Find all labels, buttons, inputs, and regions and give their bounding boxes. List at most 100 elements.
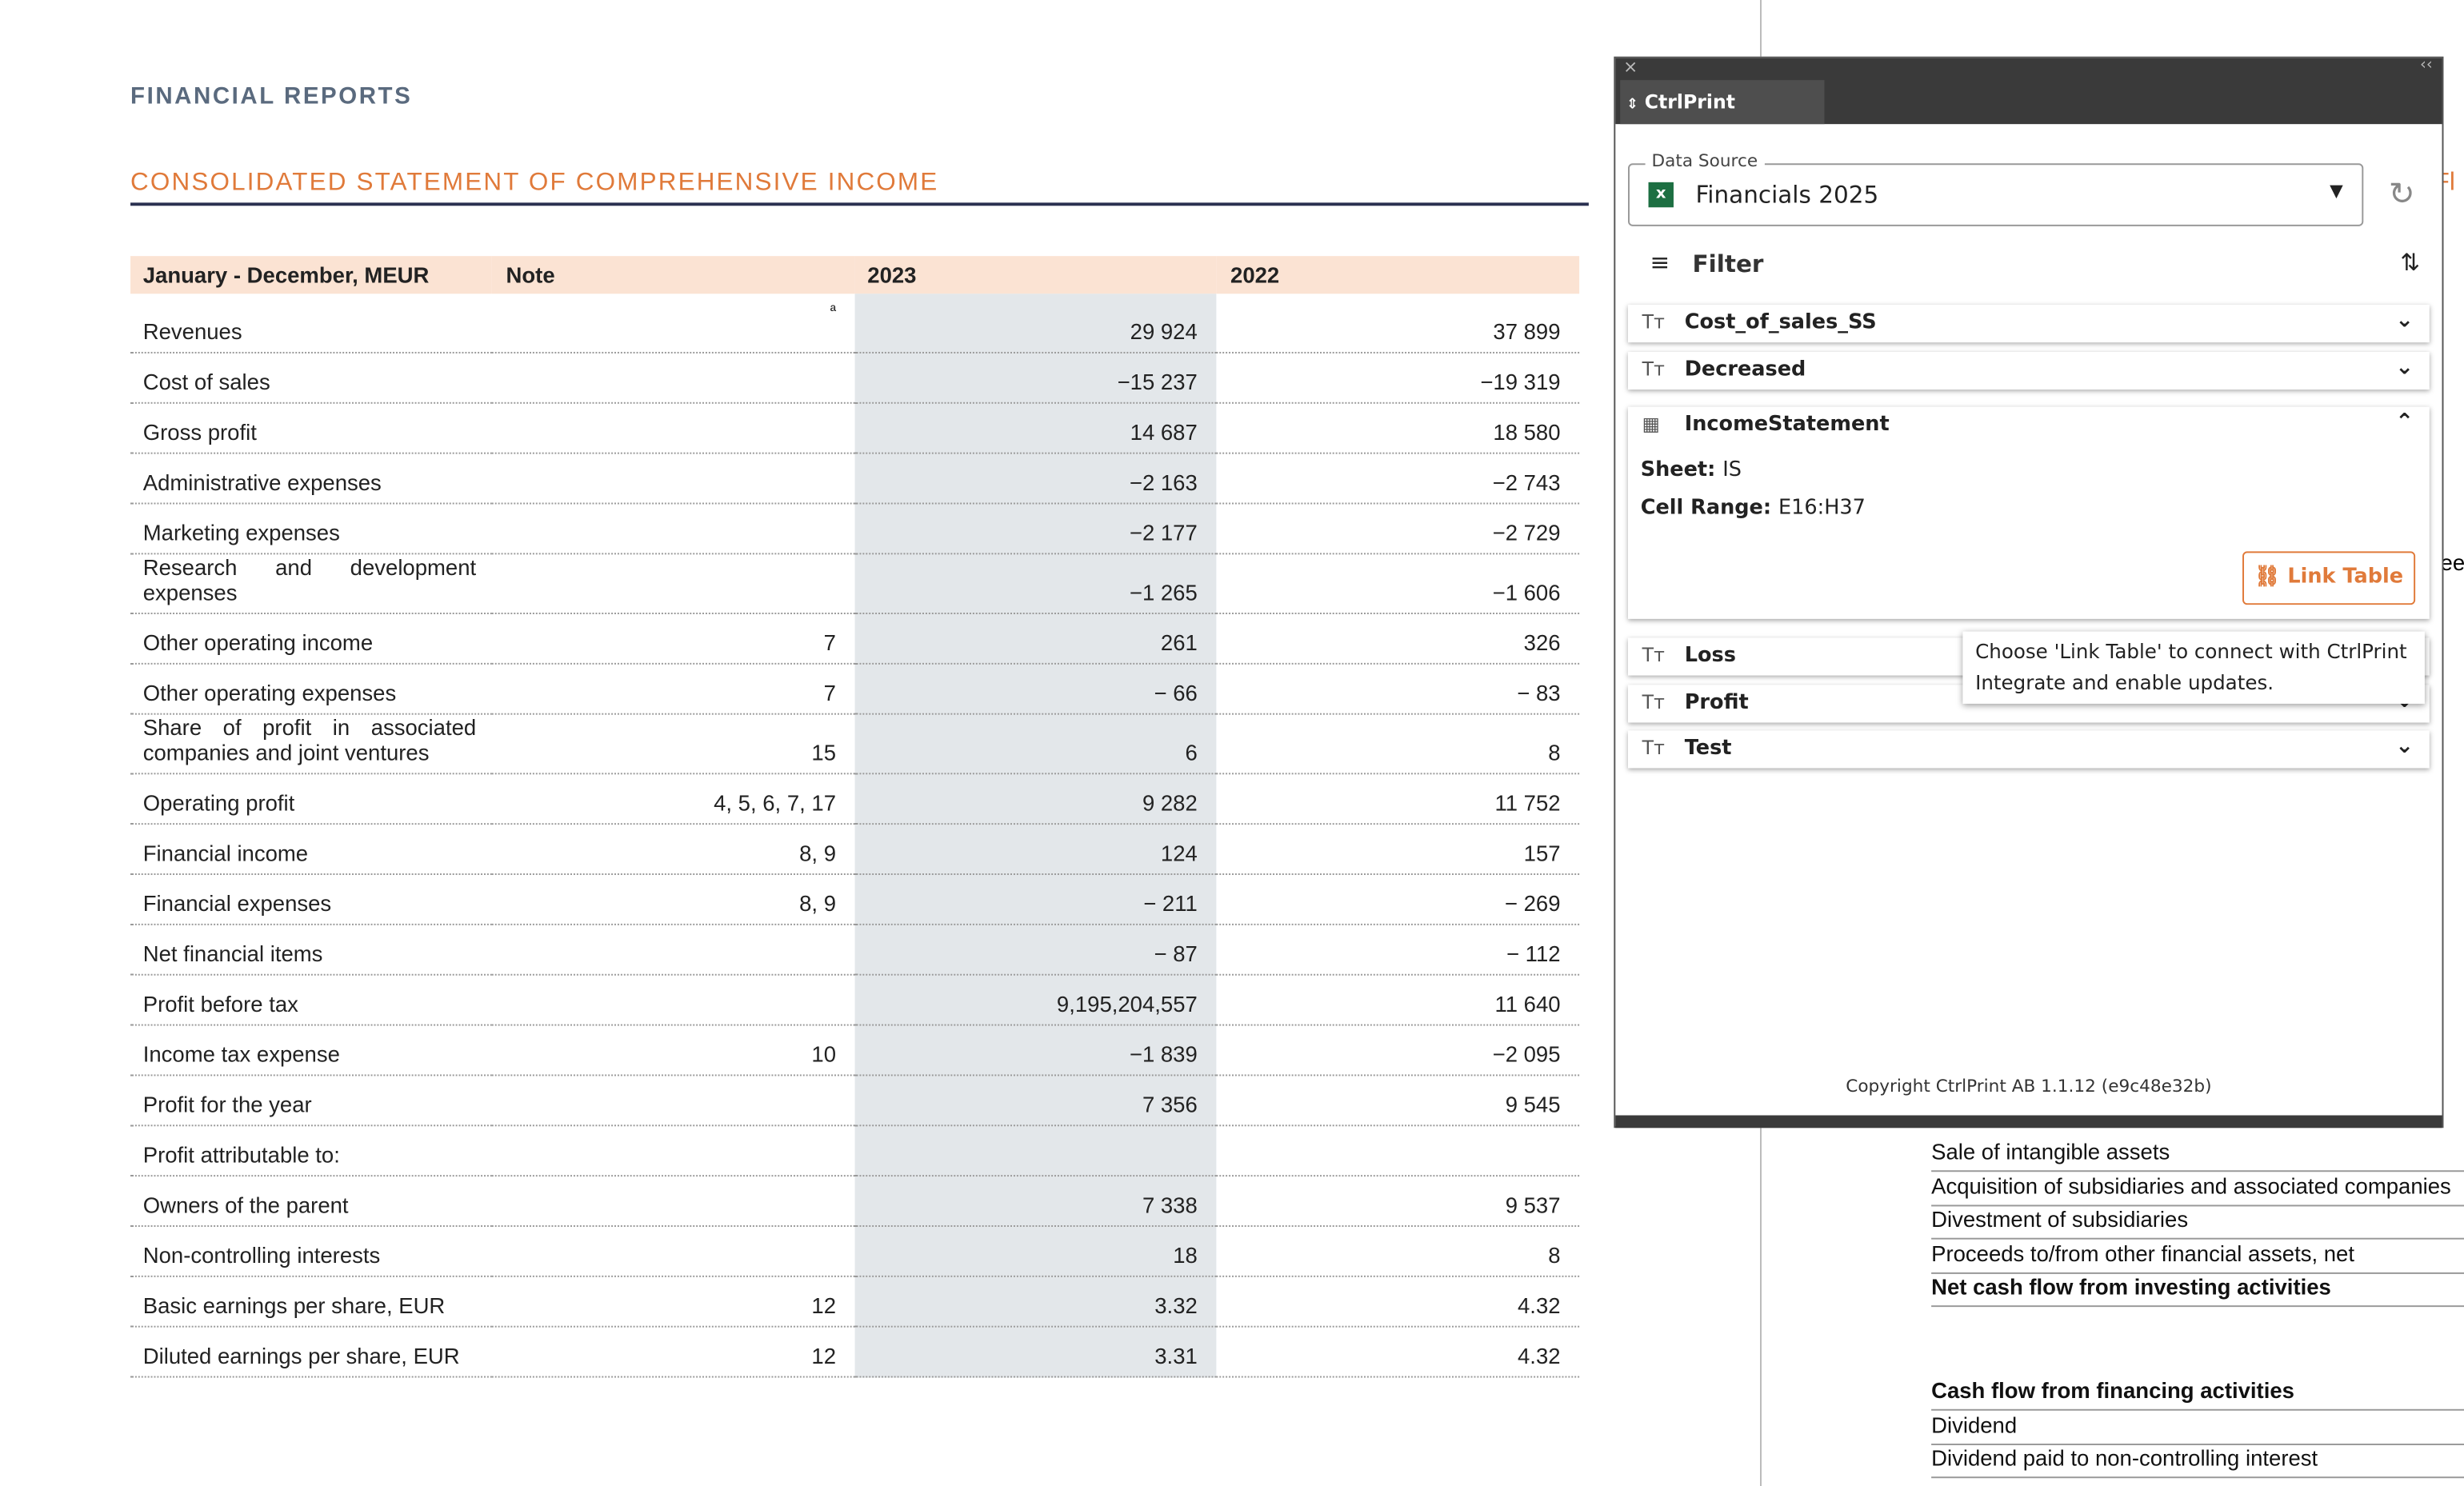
- cell: [491, 974, 855, 1026]
- cell: [491, 1075, 855, 1127]
- table-row: Basic earnings per share, EUR 12 3.32 4.32: [130, 1276, 1580, 1328]
- cell: 7 356: [854, 1075, 1217, 1127]
- text-icon: Tт: [1642, 690, 1665, 713]
- cell: [491, 924, 855, 976]
- column-header: Note: [491, 256, 855, 294]
- filter-icon: ≡: [1650, 248, 1670, 277]
- cell: 8: [1216, 1225, 1580, 1277]
- cell: 326: [1216, 613, 1580, 665]
- text-icon: Tт: [1642, 644, 1665, 666]
- row-label: Financial income: [130, 824, 492, 876]
- sheet-label: Sheet:: [1640, 458, 1716, 482]
- excel-icon: x: [1648, 182, 1674, 208]
- cell: − 211: [854, 874, 1217, 925]
- table-row: Net financial items − 87− 112: [130, 924, 1580, 976]
- table-row: Share of profit in associated companies …: [130, 713, 1580, 775]
- table-row: Profit for the year 7 356 9 545: [130, 1075, 1580, 1127]
- cell: −2 163: [854, 453, 1217, 505]
- row-label: Net financial items: [130, 924, 492, 976]
- text-icon: Tт: [1642, 310, 1665, 334]
- data-source-select[interactable]: Data Source x Financials 2025 ▼: [1628, 150, 2364, 226]
- table-row: Financial expenses 8, 9− 211− 269: [130, 874, 1580, 925]
- row-label: Gross profit: [130, 402, 492, 454]
- cell: −1 265: [854, 553, 1217, 614]
- item-name[interactable]: Decreased: [1684, 358, 1806, 382]
- table-row: Research and development expenses −1 265−…: [130, 553, 1580, 614]
- dropdown-arrow: ▼: [2330, 180, 2343, 202]
- cell: 15: [491, 713, 855, 775]
- table-row: Income tax expense 10 −1 839 −2 095: [130, 1025, 1580, 1077]
- cell: 10: [491, 1025, 855, 1077]
- bg-line: Proceeds to/from other financial assets,…: [1931, 1240, 2464, 1273]
- sheet-value: IS: [1722, 458, 1742, 482]
- row-label: Research and development expenses: [130, 553, 492, 614]
- expand-chevron[interactable]: ⌄: [2395, 307, 2414, 334]
- table-row: Profit attributable to:: [130, 1125, 1580, 1177]
- cell: 7 338: [854, 1176, 1217, 1227]
- filter-item: Tт Cost_of_sales_SS ⌄: [1628, 305, 2430, 343]
- filter-label[interactable]: Filter: [1692, 250, 1764, 278]
- sort-button[interactable]: ⇅: [2400, 248, 2421, 277]
- panel-bar: × ‹‹ ⇕ CtrlPrint Integrate: [1615, 56, 2442, 160]
- button-label: Link Table: [2287, 565, 2404, 589]
- cell: 4.32: [1216, 1276, 1580, 1328]
- cell: 37 899: [1216, 294, 1580, 354]
- cell: 11 640: [1216, 974, 1580, 1026]
- expand-chevron[interactable]: ⌄: [2395, 733, 2414, 759]
- cell: [1216, 1125, 1580, 1177]
- close-button[interactable]: ×: [1623, 56, 1638, 78]
- cell: −1 606: [1216, 553, 1580, 614]
- item-name[interactable]: Loss: [1684, 644, 1736, 668]
- table-row: Other operating expenses 7− 66− 83: [130, 663, 1580, 715]
- cell: [854, 1125, 1217, 1177]
- cell: [491, 1225, 855, 1277]
- item-name[interactable]: IncomeStatement: [1684, 413, 1890, 437]
- cell: [491, 352, 855, 404]
- table-row: Other operating income 7 261 326: [130, 613, 1580, 665]
- cell: −15 237: [854, 352, 1217, 404]
- range-label: Cell Range:: [1640, 496, 1772, 521]
- cell: [491, 402, 855, 454]
- column-header: January - December, MEUR: [130, 256, 492, 294]
- text-icon: Tт: [1642, 358, 1665, 381]
- bg-line: Cash flow from financing activities: [1931, 1378, 2464, 1411]
- rule: [130, 202, 1589, 206]
- cell: [491, 1125, 855, 1177]
- row-label: Revenues: [130, 294, 492, 354]
- cell: 18 580: [1216, 402, 1580, 454]
- item-name[interactable]: Test: [1684, 737, 1732, 761]
- cell: −1 839: [854, 1025, 1217, 1077]
- item-name[interactable]: Profit: [1684, 690, 1749, 714]
- plugin-panel: × ‹‹ ⇕ CtrlPrint Integrate Data Source x …: [1614, 56, 2444, 1128]
- collapse-chevron[interactable]: ⌃: [2395, 409, 2414, 436]
- bg-line: Divestment of subsidiaries: [1931, 1206, 2464, 1240]
- filter-item: Tт Test ⌄: [1628, 730, 2430, 769]
- row-label: Owners of the parent: [130, 1176, 492, 1227]
- link-table-button[interactable]: ⛓ Link Table: [2242, 551, 2416, 605]
- cell: 9,195,204,557: [854, 974, 1217, 1026]
- row-label: Administrative expenses: [130, 453, 492, 505]
- expand-chevron[interactable]: ⌄: [2395, 354, 2414, 381]
- cell: 12: [491, 1276, 855, 1328]
- row-label: Profit attributable to:: [130, 1125, 492, 1177]
- panel-tab[interactable]: ⇕ CtrlPrint Integrate: [1620, 80, 1825, 160]
- cell: − 66: [854, 663, 1217, 715]
- cell: −2 177: [854, 503, 1217, 555]
- tooltip: Choose 'Link Table' to connect with Ctrl…: [1962, 631, 2425, 704]
- cell: 4, 5, 6, 7, 17: [491, 773, 855, 825]
- cell: 124: [854, 824, 1217, 876]
- cell: − 112: [1216, 924, 1580, 976]
- row-label: Financial expenses: [130, 874, 492, 925]
- column-header: 2022: [1216, 256, 1580, 294]
- row-label: Share of profit in associated companies …: [130, 713, 492, 775]
- refresh-button[interactable]: ↻: [2388, 174, 2415, 213]
- bg-text: ee: [2440, 549, 2464, 575]
- collapse-button[interactable]: ‹‹: [2420, 56, 2433, 74]
- header-row: January - December, MEUR Note 2023 2022: [130, 256, 1580, 294]
- cell: 261: [854, 613, 1217, 665]
- footer: Copyright CtrlPrint AB 1.1.12 (e9c48e32b…: [1846, 1076, 2212, 1097]
- cell: −2 729: [1216, 503, 1580, 555]
- cell: 3.32: [854, 1276, 1217, 1328]
- item-name[interactable]: Cost_of_sales_SS: [1684, 310, 1877, 335]
- cell: −2 095: [1216, 1025, 1580, 1077]
